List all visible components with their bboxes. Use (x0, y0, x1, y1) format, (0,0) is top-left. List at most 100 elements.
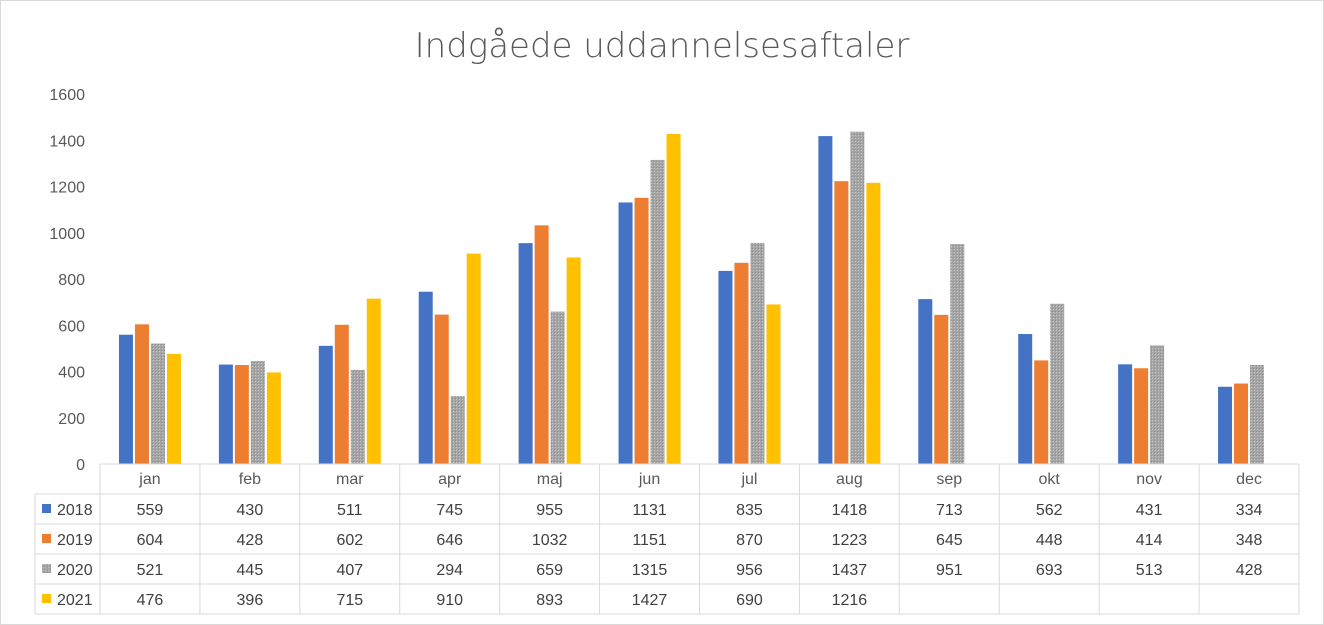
bar-2018-sep (918, 299, 933, 464)
bar-2019-mar (334, 324, 349, 464)
y-tick-label: 800 (58, 272, 85, 289)
data-label: 334 (1236, 502, 1263, 519)
bar-2021-apr (466, 253, 481, 464)
data-label: 1131 (632, 502, 667, 519)
data-label: 521 (137, 562, 164, 579)
data-label: 511 (337, 502, 363, 519)
data-label: 348 (1236, 532, 1263, 549)
bar-2020-nov (1150, 345, 1165, 464)
data-label: 893 (536, 592, 563, 609)
y-tick-label: 1400 (49, 133, 85, 150)
data-label: 562 (1036, 502, 1063, 519)
x-tick-label: maj (537, 471, 563, 488)
data-label: 1418 (832, 502, 868, 519)
x-tick-label: jan (138, 471, 160, 488)
x-tick-label: feb (239, 471, 261, 488)
data-label: 715 (336, 592, 363, 609)
x-tick-label: dec (1236, 471, 1262, 488)
y-tick-label: 1600 (49, 87, 85, 104)
y-tick-label: 0 (76, 457, 85, 474)
bar-2021-aug (866, 182, 881, 465)
data-label: 513 (1136, 562, 1163, 579)
bars (118, 131, 1265, 465)
bar-2019-dec (1234, 383, 1249, 464)
bar-2020-maj (550, 311, 565, 464)
bar-2018-dec (1218, 386, 1233, 464)
bar-2020-mar (350, 369, 365, 464)
data-label: 604 (137, 532, 164, 549)
chart-title: Indgåede uddannelsesaftaler (415, 26, 910, 66)
bar-2019-jan (134, 324, 149, 464)
data-label: 693 (1036, 562, 1063, 579)
x-tick-label: sep (936, 471, 962, 488)
x-tick-label: nov (1136, 471, 1162, 488)
data-label: 646 (436, 532, 463, 549)
bar-2021-maj (566, 257, 581, 464)
bar-2020-jul (750, 242, 765, 464)
data-label: 1223 (832, 532, 868, 549)
data-label: 1032 (532, 532, 568, 549)
x-tick-label: jun (638, 471, 660, 488)
data-label: 951 (936, 562, 963, 579)
bar-2020-sep (950, 244, 965, 464)
bar-2020-jun (650, 159, 665, 464)
data-label: 659 (536, 562, 563, 579)
x-tick-label: okt (1039, 471, 1061, 488)
data-label: 745 (436, 502, 463, 519)
bar-2021-mar (366, 298, 381, 464)
legend-label-2019: 2019 (57, 532, 93, 549)
x-tick-label: apr (438, 471, 462, 488)
y-tick-label: 1200 (49, 180, 85, 197)
bar-2021-feb (266, 372, 281, 464)
data-label: 294 (436, 562, 463, 579)
data-label: 407 (336, 562, 363, 579)
data-label: 448 (1036, 532, 1063, 549)
bar-2018-aug (818, 136, 833, 464)
legend-key-2019 (42, 534, 51, 543)
bar-2019-jun (634, 197, 649, 465)
data-label: 428 (237, 532, 264, 549)
bar-2018-jan (118, 334, 133, 464)
bar-2020-dec (1250, 365, 1265, 464)
legend-label-2018: 2018 (57, 502, 93, 519)
bar-2021-jun (666, 134, 681, 464)
data-label: 431 (1136, 502, 1163, 519)
data-label: 713 (936, 502, 963, 519)
data-label: 1216 (832, 592, 868, 609)
data-label: 476 (137, 592, 164, 609)
data-label: 559 (137, 502, 164, 519)
legend-key-2018 (42, 504, 51, 513)
legend-key-2020 (42, 564, 51, 573)
bar-2019-aug (834, 181, 849, 464)
data-label: 835 (736, 502, 763, 519)
bar-2021-jan (166, 353, 181, 464)
x-tick-label: aug (836, 471, 863, 488)
bar-2019-feb (234, 365, 249, 464)
bar-2018-jul (718, 270, 733, 464)
bar-2018-apr (418, 291, 433, 464)
data-label: 414 (1136, 532, 1163, 549)
bar-2021-jul (766, 304, 781, 464)
bar-2019-sep (934, 314, 949, 464)
bar-2020-aug (850, 131, 865, 464)
y-tick-label: 1000 (49, 226, 85, 243)
y-tick-label: 400 (58, 365, 85, 382)
data-label: 870 (736, 532, 763, 549)
bar-2019-maj (534, 225, 549, 464)
legend-key-2021 (42, 594, 51, 603)
bar-2019-jul (734, 262, 749, 464)
bar-2020-okt (1050, 303, 1065, 464)
data-label: 910 (436, 592, 463, 609)
data-label: 1151 (632, 532, 667, 549)
x-tick-label: jul (740, 471, 757, 488)
data-label: 1437 (832, 562, 868, 579)
legend-label-2021: 2021 (57, 592, 93, 609)
data-label: 602 (336, 532, 363, 549)
bar-2018-feb (218, 364, 233, 464)
data-label: 955 (536, 502, 563, 519)
y-tick-label: 200 (58, 411, 85, 428)
legend-label-2020: 2020 (57, 562, 93, 579)
data-label: 1315 (632, 562, 668, 579)
bar-2018-okt (1018, 334, 1033, 464)
